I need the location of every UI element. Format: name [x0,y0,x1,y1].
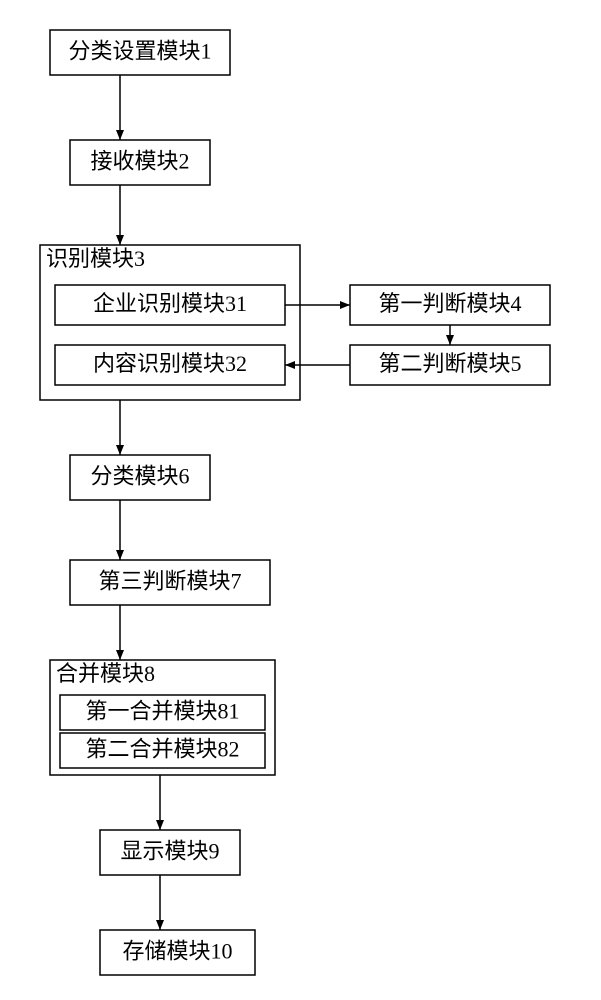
node-label-n81: 第一合并模块81 [85,699,239,724]
node-label-n3: 识别模块3 [46,246,145,271]
node-label-n1: 分类设置模块1 [68,39,211,64]
node-n1: 分类设置模块1 [50,30,230,75]
node-n5: 第二判断模块5 [350,345,550,385]
node-label-n9: 显示模块9 [120,839,219,864]
node-n7: 第三判断模块7 [70,560,270,605]
node-n31: 企业识别模块31 [55,285,285,325]
node-label-n4: 第一判断模块4 [378,291,521,316]
node-n4: 第一判断模块4 [350,285,550,325]
node-n81: 第一合并模块81 [60,695,265,730]
node-label-n32: 内容识别模块32 [93,351,247,376]
node-n32: 内容识别模块32 [55,345,285,385]
flowchart-canvas: 分类设置模块1 接收模块2 识别模块3 企业识别模块31 内容识别模块32 第一判断模块4… [0,0,601,1000]
node-n2: 接收模块2 [70,140,210,185]
node-label-n31: 企业识别模块31 [93,291,247,316]
node-label-n82: 第二合并模块82 [85,737,239,762]
node-label-n5: 第二判断模块5 [378,351,521,376]
node-n82: 第二合并模块82 [60,733,265,768]
node-label-n10: 存储模块10 [122,939,232,964]
node-n6: 分类模块6 [70,455,210,500]
node-label-n2: 接收模块2 [90,149,189,174]
node-label-n8: 合并模块8 [56,661,155,686]
node-label-n6: 分类模块6 [90,464,189,489]
node-label-n7: 第三判断模块7 [98,569,241,594]
node-n10: 存储模块10 [100,930,255,975]
node-n9: 显示模块9 [100,830,240,875]
